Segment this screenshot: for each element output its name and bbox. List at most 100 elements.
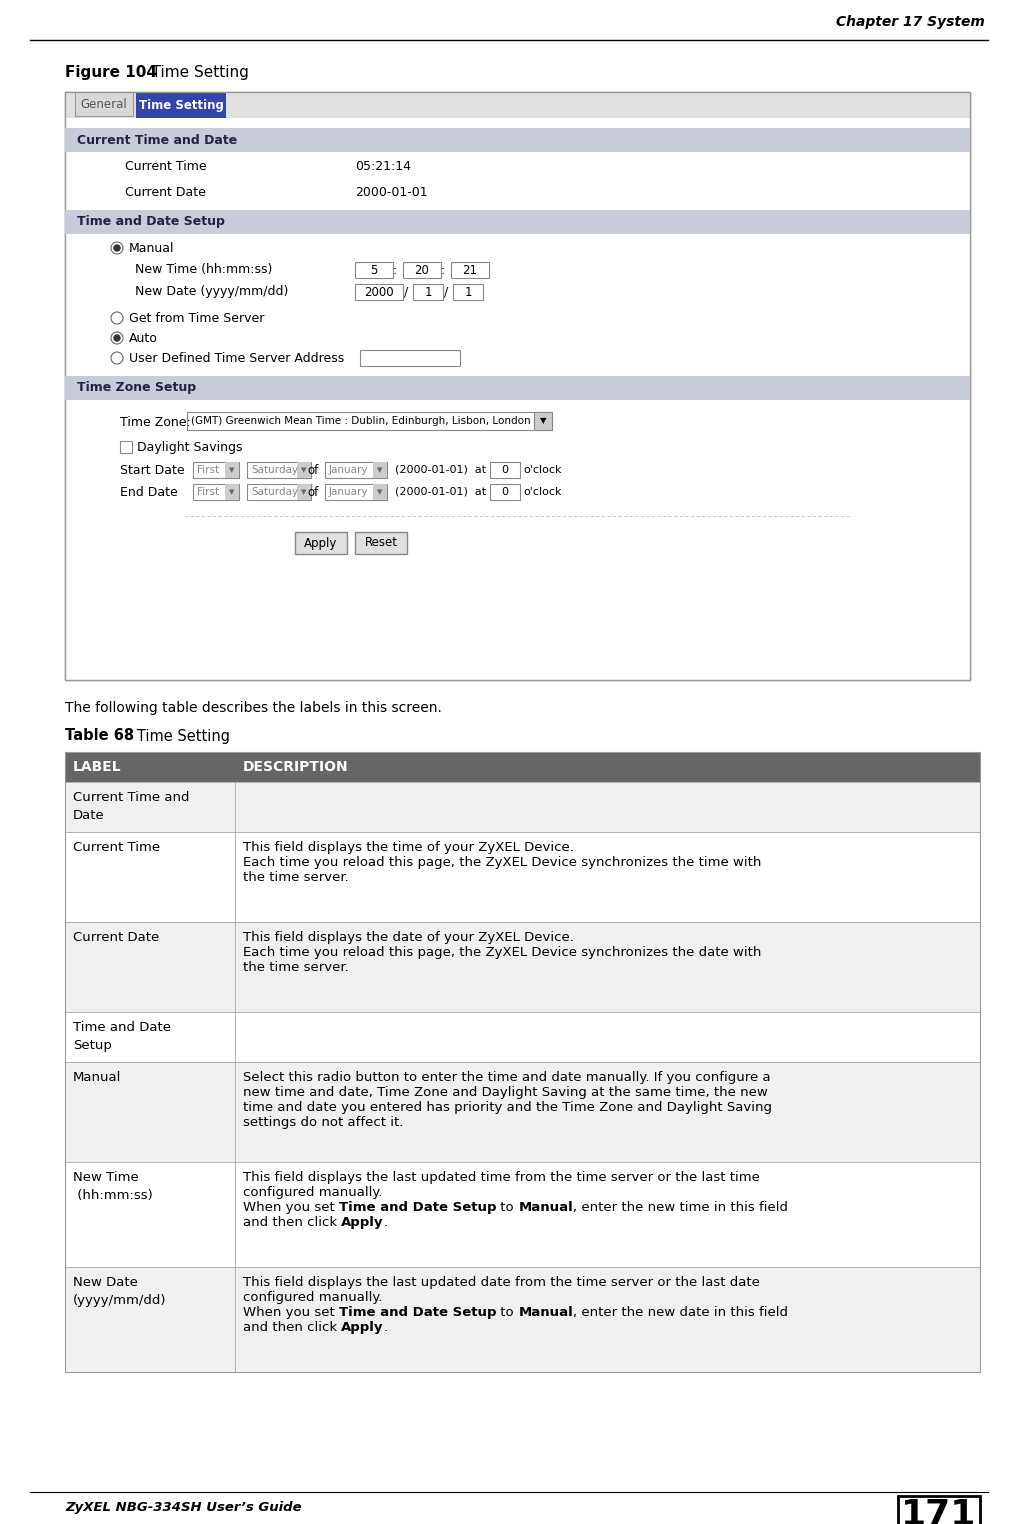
Text: Current Time and Date: Current Time and Date xyxy=(77,134,237,146)
Bar xyxy=(193,462,239,479)
Text: LABEL: LABEL xyxy=(73,760,121,774)
Text: Apply: Apply xyxy=(341,1321,384,1334)
Bar xyxy=(193,485,239,500)
Text: .: . xyxy=(384,1321,388,1334)
Bar xyxy=(75,91,133,116)
Bar xyxy=(325,462,387,479)
Text: of: of xyxy=(307,486,319,498)
Text: ▼: ▼ xyxy=(301,489,306,495)
Text: Apply: Apply xyxy=(304,536,338,550)
Text: ▼: ▼ xyxy=(378,489,383,495)
Text: configured manually.: configured manually. xyxy=(243,1186,383,1199)
Bar xyxy=(65,782,980,832)
Text: 171: 171 xyxy=(901,1498,976,1524)
Bar xyxy=(355,262,393,277)
Bar xyxy=(453,283,483,300)
Text: Manual: Manual xyxy=(518,1306,573,1318)
Text: New Date
(yyyy/mm/dd): New Date (yyyy/mm/dd) xyxy=(73,1276,167,1308)
Bar xyxy=(120,440,132,453)
Text: Reset: Reset xyxy=(364,536,397,550)
Text: Current Date: Current Date xyxy=(73,931,159,943)
Text: Manual: Manual xyxy=(73,1071,121,1084)
Bar xyxy=(373,462,387,479)
Text: Time Zone:: Time Zone: xyxy=(120,416,190,428)
Text: Daylight Savings: Daylight Savings xyxy=(137,440,242,454)
Text: o'clock: o'clock xyxy=(523,465,562,475)
Text: The following table describes the labels in this screen.: The following table describes the labels… xyxy=(65,701,442,715)
Bar xyxy=(65,1012,980,1062)
Text: Each time you reload this page, the ZyXEL Device synchronizes the date with: Each time you reload this page, the ZyXE… xyxy=(243,946,761,959)
Text: Manual: Manual xyxy=(129,241,174,255)
Text: Current Time and
Date: Current Time and Date xyxy=(73,791,189,821)
Text: ▼: ▼ xyxy=(229,489,235,495)
Bar xyxy=(451,262,489,277)
Text: 2000: 2000 xyxy=(364,285,394,299)
Bar xyxy=(136,91,226,117)
Bar xyxy=(65,91,970,680)
Bar xyxy=(65,128,970,152)
Text: Time and Date Setup: Time and Date Setup xyxy=(339,1306,497,1318)
Bar xyxy=(65,1062,980,1161)
Bar xyxy=(65,1012,980,1062)
Bar xyxy=(65,751,980,1372)
Text: Start Date: Start Date xyxy=(120,463,184,477)
Bar xyxy=(297,485,312,500)
Text: ▼: ▼ xyxy=(301,466,306,472)
Bar xyxy=(247,462,312,479)
Text: (2000-01-01)  at: (2000-01-01) at xyxy=(395,488,487,497)
Text: This field displays the last updated date from the time server or the last date: This field displays the last updated dat… xyxy=(243,1276,759,1289)
Bar xyxy=(65,832,980,922)
Text: This field displays the time of your ZyXEL Device.: This field displays the time of your ZyX… xyxy=(243,841,574,853)
Text: Saturday: Saturday xyxy=(251,465,298,475)
Bar xyxy=(360,351,460,366)
Text: DESCRIPTION: DESCRIPTION xyxy=(243,760,348,774)
Text: Chapter 17 System: Chapter 17 System xyxy=(836,15,985,29)
Text: 0: 0 xyxy=(502,465,509,475)
Text: New Time
 (hh:mm:ss): New Time (hh:mm:ss) xyxy=(73,1170,153,1202)
Text: (2000-01-01)  at: (2000-01-01) at xyxy=(395,465,487,475)
Text: This field displays the date of your ZyXEL Device.: This field displays the date of your ZyX… xyxy=(243,931,574,943)
Bar xyxy=(65,376,970,399)
Text: Current Time: Current Time xyxy=(125,160,207,174)
Text: Auto: Auto xyxy=(129,332,158,344)
Text: 20: 20 xyxy=(414,264,430,276)
Text: Table 68: Table 68 xyxy=(65,728,134,744)
Text: Current Date: Current Date xyxy=(125,186,206,200)
Text: the time server.: the time server. xyxy=(243,872,349,884)
Text: and then click: and then click xyxy=(243,1321,341,1334)
Text: Time Setting: Time Setting xyxy=(137,64,248,79)
Text: and then click: and then click xyxy=(243,1216,341,1228)
Circle shape xyxy=(114,335,120,341)
Text: ▼: ▼ xyxy=(378,466,383,472)
Bar xyxy=(898,1497,980,1524)
Bar xyxy=(65,922,980,1012)
Text: configured manually.: configured manually. xyxy=(243,1291,383,1305)
Text: Time Setting: Time Setting xyxy=(138,99,223,111)
Text: January: January xyxy=(329,488,369,497)
Text: First: First xyxy=(197,465,219,475)
Text: settings do not affect it.: settings do not affect it. xyxy=(243,1116,403,1129)
Text: General: General xyxy=(80,98,127,111)
Bar xyxy=(65,91,970,117)
Bar xyxy=(65,210,970,235)
Text: Time and Date Setup: Time and Date Setup xyxy=(77,215,225,229)
Text: 5: 5 xyxy=(371,264,378,276)
Bar xyxy=(534,411,552,430)
Bar xyxy=(413,283,443,300)
Text: When you set: When you set xyxy=(243,1201,339,1215)
Bar xyxy=(65,922,980,1012)
Bar xyxy=(65,1161,980,1266)
Text: o'clock: o'clock xyxy=(523,488,562,497)
Text: User Defined Time Server Address: User Defined Time Server Address xyxy=(129,352,344,364)
Bar xyxy=(355,532,407,555)
Bar xyxy=(65,782,980,832)
Bar xyxy=(295,532,347,555)
Text: ▼: ▼ xyxy=(229,466,235,472)
Text: 0: 0 xyxy=(502,488,509,497)
Bar xyxy=(403,262,441,277)
Text: 2000-01-01: 2000-01-01 xyxy=(355,186,428,200)
Text: .: . xyxy=(384,1216,388,1228)
Text: ZyXEL NBG-334SH User’s Guide: ZyXEL NBG-334SH User’s Guide xyxy=(65,1501,301,1515)
Text: Time and Date
Setup: Time and Date Setup xyxy=(73,1021,171,1052)
Text: , enter the new date in this field: , enter the new date in this field xyxy=(573,1306,788,1318)
